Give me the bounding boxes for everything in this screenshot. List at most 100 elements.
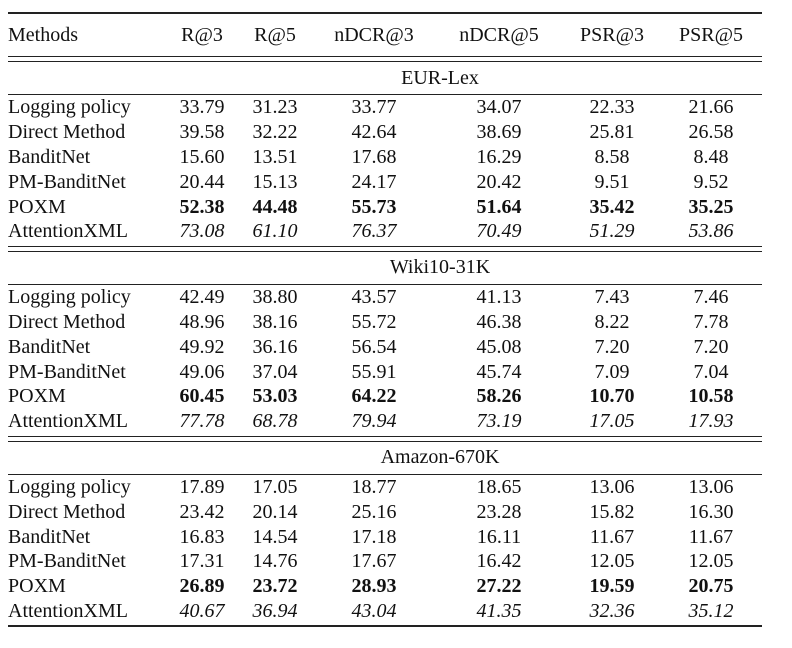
ndcr3-cell: 17.67 xyxy=(351,550,397,573)
ndcr3-cell: 64.22 xyxy=(351,385,397,408)
psr5-cell: 53.86 xyxy=(688,220,734,243)
r3-cell: 77.78 xyxy=(179,410,225,433)
psr5-cell: 13.06 xyxy=(688,475,734,498)
psr3-cell: 7.20 xyxy=(594,335,630,358)
psr5-cell: 12.05 xyxy=(688,550,734,573)
r5-cell: 32.22 xyxy=(252,121,298,144)
ndcr3-cell: 79.94 xyxy=(351,410,397,433)
ndcr5-cell: 16.29 xyxy=(476,145,522,168)
method-cell: Direct Method xyxy=(8,310,126,333)
table-row: POXM 26.89 23.72 28.93 27.22 19.59 20.75 xyxy=(8,574,762,599)
table-row: Direct Method 23.42 20.14 25.16 23.28 15.82 16… xyxy=(8,499,762,524)
table-row: Direct Method 48.96 38.16 55.72 46.38 8.22 7.7… xyxy=(8,310,762,335)
ndcr3-cell: 33.77 xyxy=(351,96,397,119)
psr5-cell: 10.58 xyxy=(688,385,734,408)
psr3-cell: 9.51 xyxy=(594,170,630,193)
section-rule xyxy=(8,283,762,285)
section-rule xyxy=(8,94,762,95)
table-row: BanditNet 15.60 13.51 17.68 16.29 8.58 8.48 xyxy=(8,145,762,170)
ndcr5-cell: 23.28 xyxy=(476,500,522,523)
r3-cell: 42.49 xyxy=(179,286,225,309)
header-psr3: PSR@3 xyxy=(579,24,644,46)
header-ndcr3: nDCR@3 xyxy=(334,24,414,46)
ndcr5-cell: 20.42 xyxy=(476,170,522,193)
psr3-cell: 32.36 xyxy=(589,599,635,622)
psr3-cell: 12.05 xyxy=(589,550,635,573)
table-row: Logging policy 33.79 31.23 33.77 34.07 22.33 2… xyxy=(8,95,762,120)
r3-cell: 23.42 xyxy=(179,500,225,523)
table-row: AttentionXML 40.67 36.94 43.04 41.35 32.36 35.… xyxy=(8,599,762,624)
method-cell: POXM xyxy=(8,195,66,218)
ndcr3-cell: 24.17 xyxy=(351,170,397,193)
r5-cell: 68.78 xyxy=(252,410,298,433)
method-cell: BanditNet xyxy=(8,525,91,548)
psr3-cell: 17.05 xyxy=(589,410,635,433)
r5-cell: 17.05 xyxy=(252,475,298,498)
ndcr3-cell: 17.68 xyxy=(351,145,397,168)
method-cell: PM-BanditNet xyxy=(8,170,126,193)
r5-cell: 15.13 xyxy=(252,170,298,193)
psr3-cell: 7.09 xyxy=(594,360,630,383)
table-row: AttentionXML 73.08 61.10 76.37 70.49 51.29 53.… xyxy=(8,219,762,244)
psr5-cell: 16.30 xyxy=(688,500,734,523)
bottom-rule xyxy=(8,625,762,628)
section-double-rule xyxy=(8,245,762,252)
table-row: Logging policy 42.49 38.80 43.57 41.13 7.43 7.… xyxy=(8,285,762,310)
psr3-cell: 11.67 xyxy=(589,525,635,548)
psr5-cell: 11.67 xyxy=(688,525,734,548)
ndcr5-cell: 58.26 xyxy=(476,385,522,408)
ndcr3-cell: 28.93 xyxy=(351,575,397,598)
ndcr3-cell: 55.73 xyxy=(351,195,397,218)
method-cell: AttentionXML xyxy=(8,220,128,243)
r3-cell: 48.96 xyxy=(179,310,225,333)
r5-cell: 14.54 xyxy=(252,525,298,548)
ndcr5-cell: 41.35 xyxy=(476,599,522,622)
r3-cell: 16.83 xyxy=(179,525,225,548)
psr5-cell: 35.25 xyxy=(688,195,734,218)
ndcr3-cell: 55.72 xyxy=(351,310,397,333)
psr5-cell: 20.75 xyxy=(688,575,734,598)
method-cell: AttentionXML xyxy=(8,599,128,622)
r3-cell: 33.79 xyxy=(179,96,225,119)
ndcr5-cell: 51.64 xyxy=(476,195,522,218)
section-double-rule xyxy=(8,435,762,442)
psr3-cell: 35.42 xyxy=(589,195,635,218)
psr3-cell: 7.43 xyxy=(594,286,630,309)
r3-cell: 20.44 xyxy=(179,170,225,193)
method-cell: BanditNet xyxy=(8,145,91,168)
ndcr3-cell: 18.77 xyxy=(351,475,397,498)
psr5-cell: 26.58 xyxy=(688,121,734,144)
ndcr3-cell: 17.18 xyxy=(351,525,397,548)
r5-cell: 31.23 xyxy=(252,96,298,119)
method-cell: Logging policy xyxy=(8,286,131,309)
psr3-cell: 13.06 xyxy=(589,475,635,498)
ndcr5-cell: 16.42 xyxy=(476,550,522,573)
r5-cell: 53.03 xyxy=(252,385,298,408)
psr5-cell: 35.12 xyxy=(688,599,734,622)
ndcr5-cell: 45.74 xyxy=(476,360,522,383)
method-cell: AttentionXML xyxy=(8,410,128,433)
ndcr5-cell: 41.13 xyxy=(476,286,522,309)
r3-cell: 15.60 xyxy=(179,145,225,168)
psr5-cell: 7.46 xyxy=(693,286,729,309)
header-double-rule xyxy=(8,56,762,62)
r5-cell: 20.14 xyxy=(252,500,298,523)
r3-cell: 49.06 xyxy=(179,360,225,383)
r3-cell: 60.45 xyxy=(179,385,225,408)
ndcr5-cell: 45.08 xyxy=(476,335,522,358)
header-r3: R@3 xyxy=(181,24,223,46)
psr5-cell: 17.93 xyxy=(688,410,734,433)
header-methods: Methods xyxy=(8,24,78,46)
r5-cell: 44.48 xyxy=(252,195,298,218)
results-table: Methods R@3 R@5 nDCR@3 nDCR@5 PSR@3 PSR@… xyxy=(8,12,762,628)
r5-cell: 38.16 xyxy=(252,310,298,333)
psr3-cell: 8.58 xyxy=(594,145,630,168)
ndcr3-cell: 43.04 xyxy=(351,599,397,622)
top-rule xyxy=(8,12,762,14)
method-cell: POXM xyxy=(8,385,66,408)
psr3-cell: 15.82 xyxy=(589,500,635,523)
r5-cell: 14.76 xyxy=(252,550,298,573)
table-row: PM-BanditNet 17.31 14.76 17.67 16.42 12.05 12.… xyxy=(8,549,762,574)
table-row: Direct Method 39.58 32.22 42.64 38.69 25.81 26… xyxy=(8,120,762,145)
ndcr3-cell: 42.64 xyxy=(351,121,397,144)
